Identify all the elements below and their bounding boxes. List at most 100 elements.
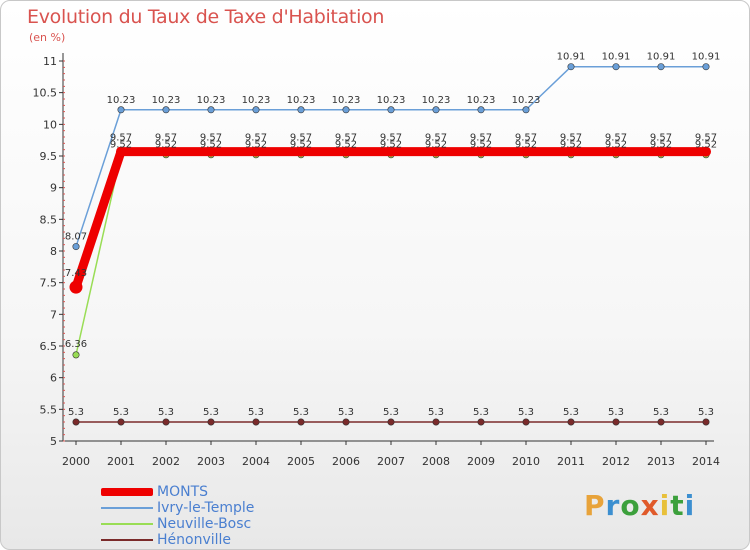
data-label-monts: 9.57 xyxy=(515,133,537,144)
data-point-henonville xyxy=(72,418,80,426)
data-label-neuville-bosc: 9.52 xyxy=(425,140,447,151)
data-label-henonville: 5.3 xyxy=(653,407,669,418)
x-tick-label: 2008 xyxy=(422,455,450,468)
data-label-ivry-le-temple: 8.07 xyxy=(65,232,87,243)
data-label-ivry-le-temple: 10.91 xyxy=(692,52,721,63)
data-point-ivry-le-temple xyxy=(207,106,215,114)
x-tick-label: 2001 xyxy=(107,455,135,468)
x-tick-label: 2002 xyxy=(152,455,180,468)
data-point-monts xyxy=(251,146,261,157)
data-label-henonville: 5.3 xyxy=(68,407,84,418)
data-label-monts: 9.57 xyxy=(380,133,402,144)
data-point-henonville xyxy=(162,418,170,426)
data-label-neuville-bosc: 9.52 xyxy=(245,140,267,151)
data-label-henonville: 5.3 xyxy=(428,407,444,418)
x-tick-label: 2006 xyxy=(332,455,360,468)
data-point-henonville xyxy=(477,418,485,426)
data-point-henonville xyxy=(702,418,710,426)
data-label-neuville-bosc: 9.52 xyxy=(605,140,627,151)
data-label-neuville-bosc: 9.52 xyxy=(155,140,177,151)
y-tick-label: 6 xyxy=(50,372,57,385)
logo-letter: r xyxy=(605,489,621,522)
y-tick-label: 10 xyxy=(43,118,57,131)
data-label-monts: 9.57 xyxy=(335,133,357,144)
data-point-monts xyxy=(341,146,351,157)
logo-letter: t xyxy=(670,489,685,522)
y-tick-label: 9 xyxy=(50,182,57,195)
x-tick-label: 2010 xyxy=(512,455,540,468)
data-label-ivry-le-temple: 10.23 xyxy=(377,95,406,106)
x-tick-label: 2012 xyxy=(602,455,630,468)
data-label-henonville: 5.3 xyxy=(608,407,624,418)
data-label-monts: 9.57 xyxy=(650,133,672,144)
data-label-neuville-bosc: 9.52 xyxy=(515,140,537,151)
data-point-ivry-le-temple xyxy=(702,63,710,71)
data-point-ivry-le-temple xyxy=(72,243,80,251)
logo-letter: o xyxy=(620,489,641,522)
data-label-henonville: 5.3 xyxy=(518,407,534,418)
legend-swatch-neuville-bosc xyxy=(101,523,153,525)
data-label-henonville: 5.3 xyxy=(563,407,579,418)
y-tick-label: 7 xyxy=(50,308,57,321)
data-point-henonville xyxy=(567,418,575,426)
data-label-neuville-bosc: 9.52 xyxy=(110,140,132,151)
data-label-ivry-le-temple: 10.23 xyxy=(152,95,181,106)
data-label-neuville-bosc: 9.52 xyxy=(650,140,672,151)
y-tick-label: 8 xyxy=(50,245,57,258)
data-point-ivry-le-temple xyxy=(117,106,125,114)
data-point-monts xyxy=(476,146,486,157)
logo-letter: i xyxy=(684,489,696,522)
data-point-henonville xyxy=(342,418,350,426)
data-label-henonville: 5.3 xyxy=(158,407,174,418)
data-point-monts xyxy=(161,146,171,157)
y-tick-label: 9.5 xyxy=(40,150,58,163)
series-line-neuville-bosc xyxy=(75,153,706,356)
data-point-neuville-bosc xyxy=(72,351,80,359)
data-point-ivry-le-temple xyxy=(342,106,350,114)
data-label-monts: 9.57 xyxy=(155,133,177,144)
data-point-monts xyxy=(116,146,126,157)
data-label-ivry-le-temple: 10.23 xyxy=(467,95,496,106)
data-point-monts xyxy=(431,146,441,157)
legend-swatch-ivry-le-temple xyxy=(101,507,153,509)
data-label-ivry-le-temple: 10.23 xyxy=(107,95,136,106)
data-point-henonville xyxy=(297,418,305,426)
data-point-ivry-le-temple xyxy=(612,63,620,71)
data-point-ivry-le-temple xyxy=(657,63,665,71)
chart-title: Evolution du Taux de Taxe d'Habitation xyxy=(27,6,385,28)
data-point-ivry-le-temple xyxy=(252,106,260,114)
data-point-henonville xyxy=(207,418,215,426)
x-tick-label: 2005 xyxy=(287,455,315,468)
x-tick-label: 2014 xyxy=(692,455,720,468)
data-point-henonville xyxy=(432,418,440,426)
data-point-ivry-le-temple xyxy=(387,106,395,114)
legend-label-henonville: Hénonville xyxy=(157,532,232,548)
legend-swatch-henonville xyxy=(101,539,153,541)
x-tick-label: 2004 xyxy=(242,455,270,468)
chart-unit-label: (en %) xyxy=(29,31,66,44)
logo-letter: P xyxy=(584,489,606,522)
data-label-monts: 9.57 xyxy=(425,133,447,144)
data-point-ivry-le-temple xyxy=(522,106,530,114)
data-label-monts: 9.57 xyxy=(200,133,222,144)
data-label-henonville: 5.3 xyxy=(338,407,354,418)
data-point-ivry-le-temple xyxy=(477,106,485,114)
data-point-monts xyxy=(296,146,306,157)
data-label-neuville-bosc: 9.52 xyxy=(560,140,582,151)
series-line-monts xyxy=(71,147,706,289)
y-tick-label: 7.5 xyxy=(40,277,58,290)
legend-label-neuville-bosc: Neuville-Bosc xyxy=(157,516,252,532)
data-point-monts xyxy=(656,146,666,157)
data-label-neuville-bosc: 6.36 xyxy=(65,339,87,350)
data-label-henonville: 5.3 xyxy=(248,407,264,418)
y-tick-label: 11 xyxy=(43,55,57,68)
data-point-monts xyxy=(206,146,216,157)
data-label-monts: 9.57 xyxy=(695,133,717,144)
data-label-neuville-bosc: 9.52 xyxy=(290,140,312,151)
y-tick-label: 6.5 xyxy=(40,340,58,353)
legend-label-monts: MONTS xyxy=(157,484,209,500)
data-point-monts xyxy=(69,280,83,294)
legend-swatch-monts xyxy=(101,488,153,496)
